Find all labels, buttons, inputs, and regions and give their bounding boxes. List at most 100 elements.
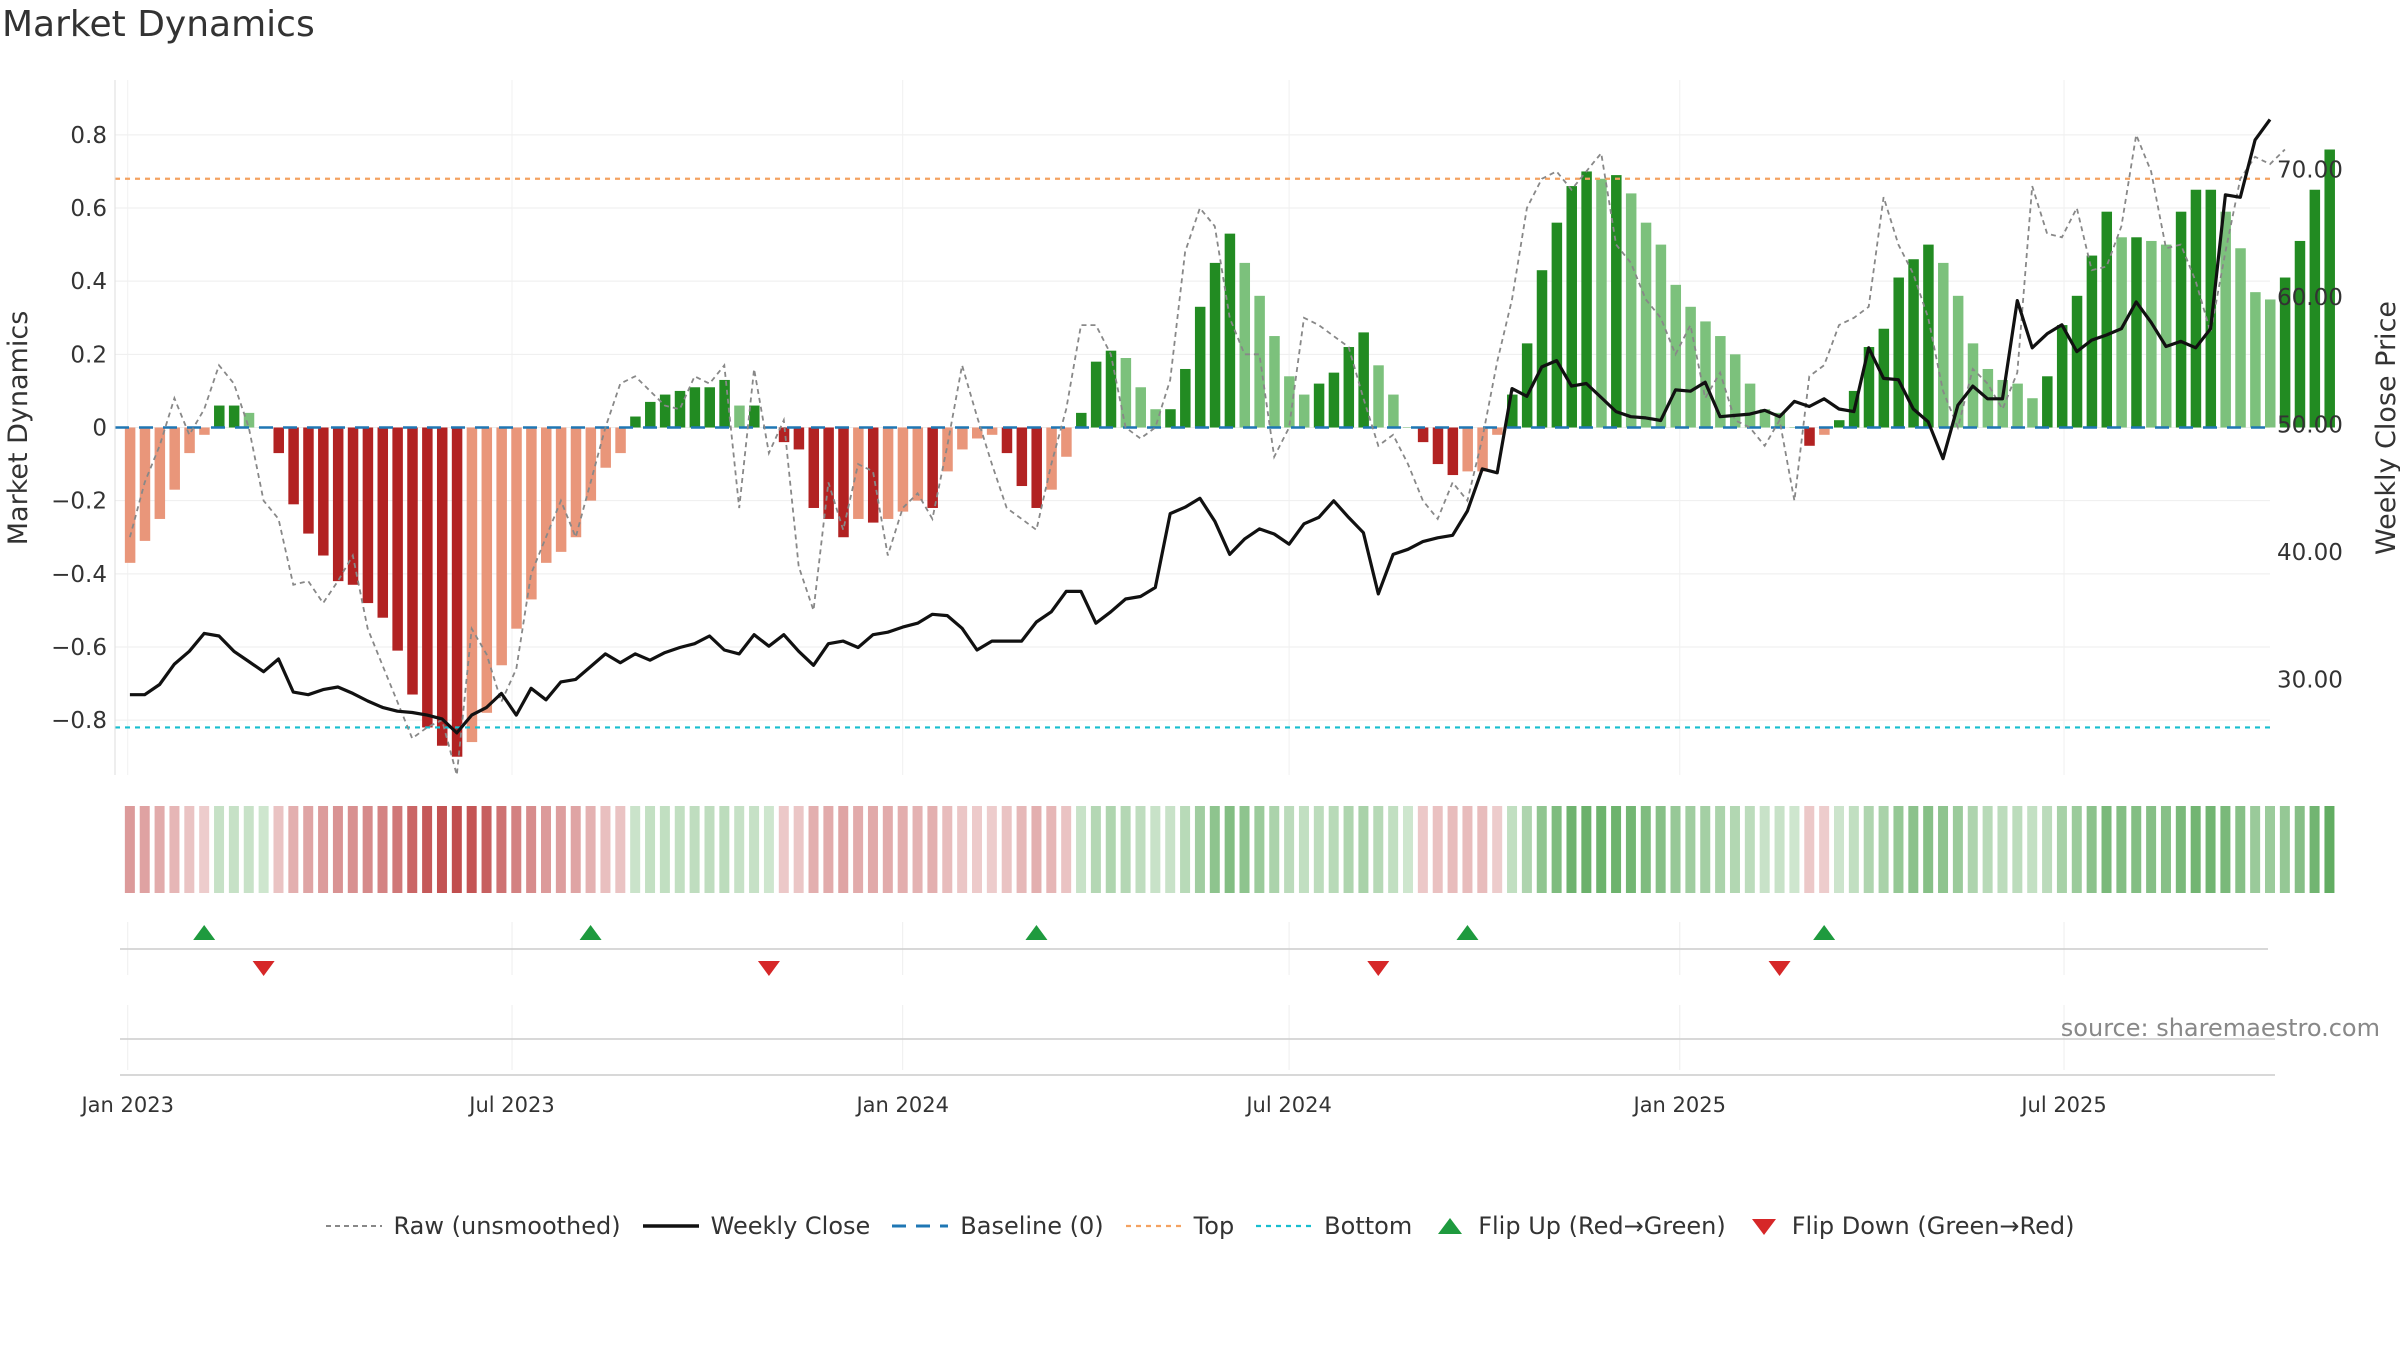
top-legend-swatch xyxy=(1125,1224,1182,1228)
regime-strip-cell xyxy=(2101,806,2112,893)
dynamics-bar xyxy=(1284,376,1295,428)
regime-strip-cell xyxy=(214,806,225,893)
weekly-close-legend-swatch xyxy=(642,1224,699,1228)
dynamics-bar xyxy=(2146,240,2157,428)
regime-strip-cell xyxy=(1774,806,1785,893)
dynamics-bar xyxy=(972,427,983,439)
regime-strip-cell xyxy=(2175,806,2186,893)
regime-strip-cell xyxy=(1254,806,1265,893)
dynamics-bar xyxy=(1447,427,1459,476)
dynamics-bar xyxy=(2279,277,2291,428)
regime-strip-cell xyxy=(2056,806,2067,893)
regime-strip-cell xyxy=(808,806,819,893)
dynamics-bar xyxy=(2027,398,2038,428)
dynamics-bar xyxy=(689,387,701,428)
flip-down-legend-icon xyxy=(1751,1219,1776,1235)
regime-strip-cell xyxy=(1625,806,1636,893)
dynamics-bar xyxy=(1269,336,1280,428)
dynamics-bar xyxy=(466,427,478,743)
dynamics-bar xyxy=(749,405,760,428)
flip-down-marker xyxy=(757,961,780,976)
dynamics-bar xyxy=(1492,427,1503,435)
regime-strip-cell xyxy=(1789,806,1800,893)
y-tick-label: 0.2 xyxy=(70,342,107,368)
dynamics-bar xyxy=(912,427,924,501)
flip-up-marker xyxy=(1025,925,1048,940)
regime-strip-cell xyxy=(1551,806,1562,893)
regime-strip-cell xyxy=(1343,806,1354,893)
regime-strip-cell xyxy=(1700,806,1711,893)
regime-strip-cell xyxy=(1090,806,1101,893)
regime-strip-cell xyxy=(1373,806,1384,893)
chart-title: Market Dynamics xyxy=(2,4,315,45)
regime-strip-cell xyxy=(615,806,626,893)
regime-strip-cell xyxy=(2086,806,2097,893)
dynamics-bar xyxy=(1358,332,1369,428)
regime-strip-cell xyxy=(1016,806,1027,893)
regime-strip-cell xyxy=(1135,806,1146,893)
flip-up-marker xyxy=(579,925,602,940)
y-tick-label: 0 xyxy=(92,416,107,442)
regime-strip-cell xyxy=(1908,806,1919,893)
dynamics-bar xyxy=(2220,211,2231,428)
regime-strip-cell xyxy=(1685,806,1696,893)
regime-strip-cell xyxy=(600,806,611,893)
chart-legend: Raw (unsmoothed) Weekly Close Baseline (0)… xyxy=(0,1208,2400,1244)
flip-up-marker xyxy=(1813,925,1836,940)
regime-strip-cell xyxy=(422,806,433,893)
regime-strip-cell xyxy=(630,806,641,893)
legend-item: Raw (unsmoothed) xyxy=(325,1212,621,1240)
regime-strip-cell xyxy=(436,806,447,893)
dynamics-bar xyxy=(318,427,329,556)
dynamics-bar xyxy=(1224,233,1236,428)
regime-strip-cell xyxy=(1447,806,1458,893)
regime-strip-cell xyxy=(704,806,715,893)
regime-strip-cell xyxy=(2205,806,2216,893)
x-tick-label: Jan 2024 xyxy=(854,1093,949,1117)
dynamics-bar xyxy=(1403,427,1414,428)
regime-strip-cell xyxy=(1923,806,1934,893)
dynamics-bar xyxy=(1923,244,1934,428)
dynamics-bar xyxy=(1388,394,1399,428)
regime-strip-cell xyxy=(823,806,834,893)
regime-strip-cell xyxy=(139,806,150,893)
dynamics-bar xyxy=(1938,262,1949,428)
legend-label: Bottom xyxy=(1324,1212,1413,1240)
dynamics-bar xyxy=(496,427,507,666)
dynamics-bar xyxy=(1432,427,1444,465)
dynamics-bar xyxy=(332,427,344,582)
dynamics-bar xyxy=(199,427,210,435)
regime-strip-cell xyxy=(1165,806,1176,893)
dynamics-bar xyxy=(228,405,240,428)
dynamics-bar xyxy=(1165,409,1176,428)
regime-strip-cell xyxy=(228,806,239,893)
dynamics-bar xyxy=(1031,427,1042,508)
regime-strip-cell xyxy=(2160,806,2171,893)
legend-item: Weekly Close xyxy=(642,1212,870,1240)
dynamics-bar xyxy=(1551,222,1563,428)
dynamics-bar xyxy=(1105,350,1117,428)
y2-tick-label: 60.00 xyxy=(2277,285,2343,311)
regime-strip-cell xyxy=(481,806,492,893)
dynamics-bar xyxy=(674,390,686,428)
dynamics-bar xyxy=(154,427,166,519)
regime-strip-cell xyxy=(1893,806,1904,893)
dynamics-bar xyxy=(1194,306,1206,428)
regime-strip-cell xyxy=(2190,806,2201,893)
dynamics-bar xyxy=(481,427,493,713)
regime-strip-cell xyxy=(1150,806,1161,893)
regime-strip-cell xyxy=(2146,806,2157,893)
regime-strip-cell xyxy=(451,806,462,893)
regime-strip-cell xyxy=(1462,806,1473,893)
regime-strip-cell xyxy=(957,806,968,893)
market-dynamics-chart: 0.8 0.6 0.4 0.2 0 −0.2 −0.4 −0.6 −0.8 Jan 2023 Jul… xyxy=(3,80,2400,1117)
regime-strip-cell xyxy=(1224,806,1235,893)
regime-strip-cell xyxy=(169,806,180,893)
legend-label: Top xyxy=(1193,1212,1235,1240)
flip-up-marker xyxy=(1456,925,1479,940)
raw-series-line xyxy=(129,131,2286,776)
regime-strip-cell xyxy=(526,806,537,893)
dynamics-bar xyxy=(1180,368,1191,428)
dynamics-bar xyxy=(1239,262,1251,428)
bar-layer xyxy=(124,149,2335,757)
